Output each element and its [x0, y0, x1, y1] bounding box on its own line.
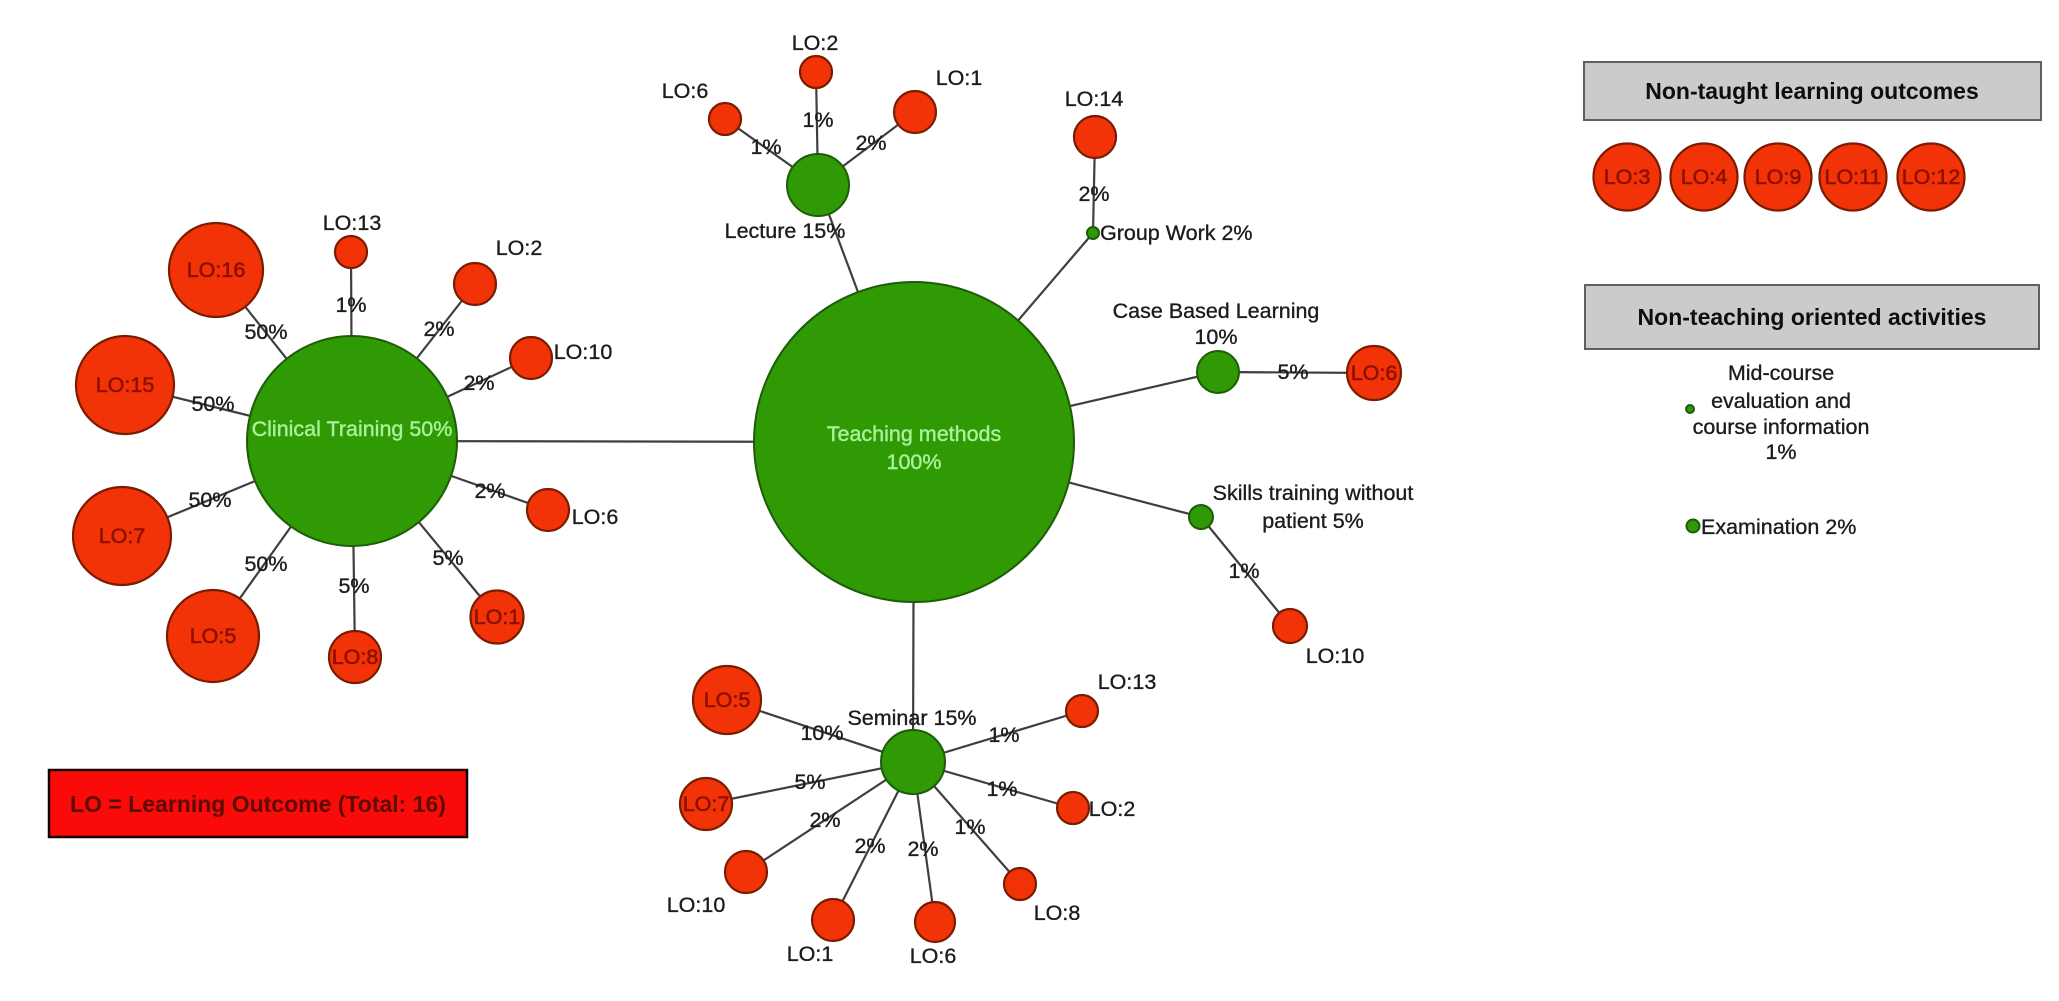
svg-text:5%: 5% [794, 770, 825, 794]
svg-text:Non-teaching oriented activiti: Non-teaching oriented activities [1638, 304, 1987, 330]
svg-text:LO:12: LO:12 [1902, 165, 1961, 189]
svg-text:50%: 50% [188, 488, 231, 512]
svg-text:Case Based Learning: Case Based Learning [1113, 299, 1320, 323]
svg-text:LO:2: LO:2 [496, 236, 543, 260]
svg-text:10%: 10% [800, 721, 843, 745]
svg-text:5%: 5% [432, 546, 463, 570]
svg-text:50%: 50% [191, 392, 234, 416]
svg-text:LO:15: LO:15 [96, 373, 155, 397]
svg-text:LO:1: LO:1 [936, 66, 983, 90]
svg-text:LO:1: LO:1 [474, 605, 521, 629]
svg-text:LO:6: LO:6 [572, 505, 619, 529]
svg-text:1%: 1% [954, 815, 985, 839]
svg-text:1%: 1% [802, 108, 833, 132]
svg-text:LO:10: LO:10 [554, 340, 613, 364]
svg-text:LO:7: LO:7 [99, 524, 146, 548]
svg-text:course information: course information [1693, 415, 1870, 439]
svg-text:1%: 1% [1765, 440, 1796, 464]
svg-text:2%: 2% [809, 808, 840, 832]
svg-text:patient 5%: patient 5% [1262, 509, 1364, 533]
svg-text:5%: 5% [338, 574, 369, 598]
svg-text:2%: 2% [474, 479, 505, 503]
svg-text:LO:7: LO:7 [683, 792, 730, 816]
svg-text:LO:2: LO:2 [1089, 797, 1136, 821]
svg-text:LO:6: LO:6 [662, 79, 709, 103]
svg-text:Group Work 2%: Group Work 2% [1100, 221, 1253, 245]
svg-text:LO:6: LO:6 [910, 944, 957, 968]
svg-text:LO:9: LO:9 [1755, 165, 1802, 189]
svg-text:2%: 2% [854, 834, 885, 858]
svg-text:LO:5: LO:5 [190, 624, 237, 648]
svg-text:LO:8: LO:8 [332, 645, 379, 669]
svg-text:50%: 50% [244, 552, 287, 576]
svg-text:LO:16: LO:16 [187, 258, 246, 282]
svg-text:Non-taught learning outcomes: Non-taught learning outcomes [1645, 78, 1979, 104]
svg-text:Skills training without: Skills training without [1213, 481, 1414, 505]
svg-text:1%: 1% [750, 135, 781, 159]
svg-text:1%: 1% [1228, 559, 1259, 583]
svg-text:LO:14: LO:14 [1065, 87, 1124, 111]
svg-text:5%: 5% [1277, 360, 1308, 384]
svg-text:Teaching methods: Teaching methods [827, 422, 1002, 446]
svg-text:1%: 1% [335, 293, 366, 317]
svg-text:2%: 2% [907, 837, 938, 861]
svg-text:Seminar 15%: Seminar 15% [847, 706, 976, 730]
svg-text:Examination 2%: Examination 2% [1701, 515, 1856, 539]
svg-text:Mid-course: Mid-course [1728, 361, 1834, 385]
svg-text:2%: 2% [423, 317, 454, 341]
svg-text:Lecture 15%: Lecture 15% [725, 219, 846, 243]
svg-text:LO:2: LO:2 [792, 31, 839, 55]
svg-text:evaluation and: evaluation and [1711, 389, 1851, 413]
svg-text:LO = Learning Outcome (Total:: LO = Learning Outcome (Total: 16) [70, 791, 446, 817]
svg-text:1%: 1% [988, 723, 1019, 747]
svg-text:2%: 2% [1078, 182, 1109, 206]
svg-text:LO:10: LO:10 [1306, 644, 1365, 668]
svg-text:2%: 2% [855, 131, 886, 155]
svg-text:LO:4: LO:4 [1681, 165, 1728, 189]
svg-text:100%: 100% [887, 450, 942, 474]
svg-text:LO:8: LO:8 [1034, 901, 1081, 925]
svg-text:LO:11: LO:11 [1825, 165, 1882, 189]
svg-text:LO:13: LO:13 [323, 211, 382, 235]
svg-text:50%: 50% [244, 320, 287, 344]
svg-text:Clinical Training 50%: Clinical Training 50% [252, 417, 453, 441]
svg-text:LO:5: LO:5 [704, 688, 751, 712]
svg-text:2%: 2% [463, 371, 494, 395]
svg-text:LO:10: LO:10 [667, 893, 726, 917]
svg-text:1%: 1% [986, 777, 1017, 801]
svg-text:LO:3: LO:3 [1604, 165, 1651, 189]
svg-text:LO:6: LO:6 [1351, 361, 1398, 385]
svg-text:LO:1: LO:1 [787, 942, 834, 966]
svg-text:10%: 10% [1194, 325, 1237, 349]
svg-text:LO:13: LO:13 [1098, 670, 1157, 694]
